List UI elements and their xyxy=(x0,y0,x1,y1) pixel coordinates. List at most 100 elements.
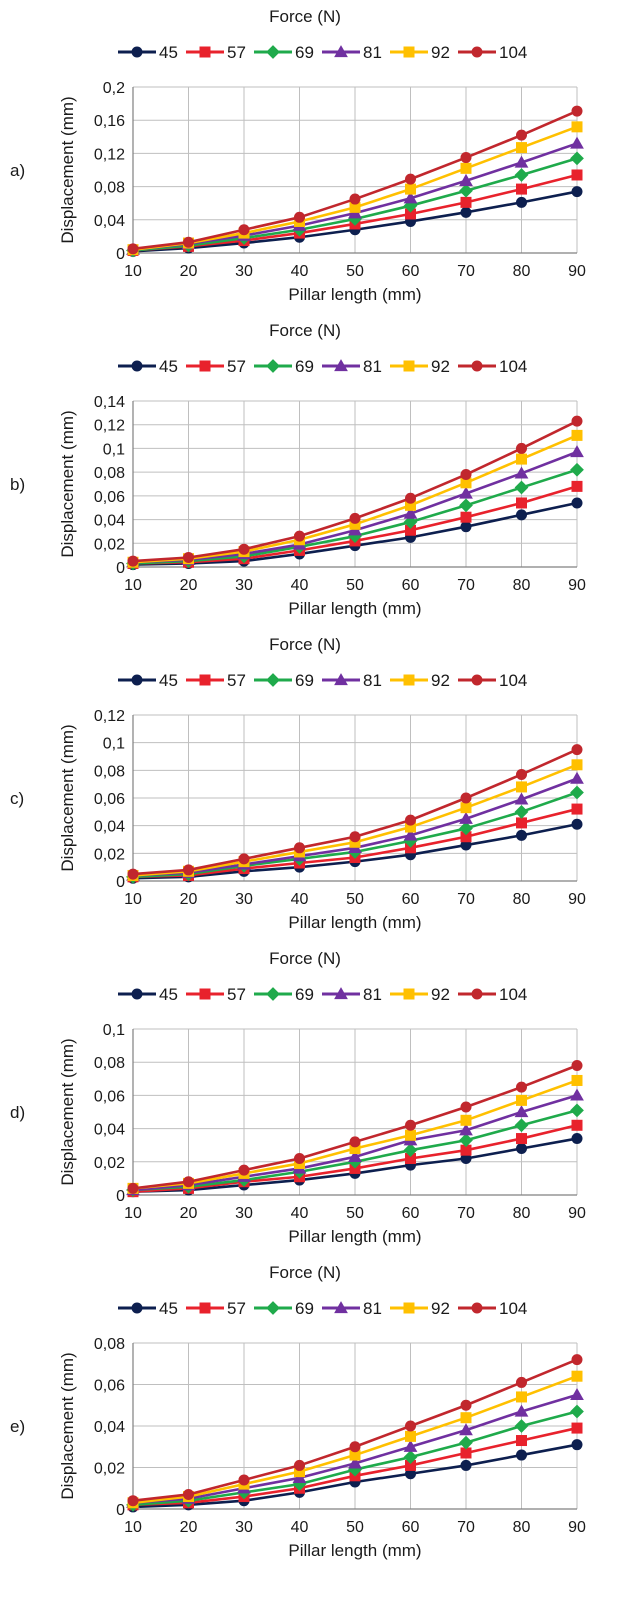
x-tick-label: 90 xyxy=(568,1205,586,1222)
y-tick-label: 0 xyxy=(116,560,125,577)
legend-entry-45: 45 xyxy=(118,1299,178,1318)
legend-title: Force (N) xyxy=(269,949,341,968)
data-point-104-60 xyxy=(405,173,416,185)
legend-title: Force (N) xyxy=(269,7,341,26)
x-tick-label: 50 xyxy=(346,263,364,280)
legend-entry-69: 69 xyxy=(254,1299,314,1318)
data-point-104-70 xyxy=(460,792,472,804)
legend-entry-92: 92 xyxy=(390,43,450,62)
data-point-45-90 xyxy=(571,186,583,198)
data-point-92-80 xyxy=(516,1094,527,1106)
legend-entry-104: 104 xyxy=(458,985,527,1004)
panel-label: d) xyxy=(10,1103,25,1122)
data-point-45-70 xyxy=(460,1152,472,1164)
legend-marker-104 xyxy=(471,988,483,1000)
data-point-104-50 xyxy=(349,1136,361,1148)
data-point-104-10 xyxy=(127,868,139,880)
y-tick-label: 0,02 xyxy=(94,536,125,553)
data-point-45-70 xyxy=(460,839,472,851)
data-point-57-80 xyxy=(516,183,527,195)
data-point-57-60 xyxy=(405,524,416,536)
chart-panel-c: Force (N)45 57 69 81 92 10400,020,040,060,080… xyxy=(10,635,586,932)
x-tick-label: 20 xyxy=(180,577,198,594)
data-point-69-80 xyxy=(514,1419,529,1433)
legend-label-45: 45 xyxy=(159,671,178,690)
data-point-69-60 xyxy=(403,1143,418,1158)
legend-marker-81 xyxy=(334,359,348,372)
data-point-69-90 xyxy=(570,785,584,800)
legend-title: Force (N) xyxy=(269,1263,341,1282)
y-tick-label: 0,04 xyxy=(94,1419,125,1436)
data-point-104-40 xyxy=(294,211,305,223)
legend-marker-104 xyxy=(471,46,483,58)
y-tick-label: 0,08 xyxy=(94,763,125,780)
x-tick-label: 10 xyxy=(124,1205,142,1222)
legend-marker-45 xyxy=(131,1302,143,1314)
legend-label-69: 69 xyxy=(295,671,314,690)
x-tick-label: 70 xyxy=(457,1205,475,1222)
data-point-92-50 xyxy=(349,201,361,213)
chart-panel-b: Force (N)45 57 69 81 92 10400,020,040,060,080… xyxy=(10,321,586,618)
data-point-104-70 xyxy=(460,1101,472,1113)
data-point-69-90 xyxy=(570,1404,584,1419)
data-point-92-80 xyxy=(516,1391,527,1403)
y-tick-label: 0,12 xyxy=(94,146,125,163)
data-point-92-70 xyxy=(460,1412,472,1424)
legend-entry-81: 81 xyxy=(322,671,382,690)
data-point-45-80 xyxy=(516,196,527,208)
legend-marker-57 xyxy=(199,1302,211,1314)
legend-marker-81 xyxy=(334,673,348,686)
data-point-92-60 xyxy=(405,183,416,195)
legend-label-92: 92 xyxy=(431,1299,450,1318)
legend-label-57: 57 xyxy=(227,671,246,690)
x-tick-label: 70 xyxy=(457,891,475,908)
x-axis-title: Pillar length (mm) xyxy=(288,285,421,304)
legend-label-69: 69 xyxy=(295,43,314,62)
y-tick-label: 0,04 xyxy=(94,213,125,230)
legend-marker-104 xyxy=(471,1302,483,1314)
legend-entry-104: 104 xyxy=(458,671,527,690)
x-tick-label: 20 xyxy=(180,891,198,908)
legend-entry-45: 45 xyxy=(118,985,178,1004)
legend-marker-57 xyxy=(199,988,211,1000)
x-axis-title: Pillar length (mm) xyxy=(288,1541,421,1560)
x-tick-label: 30 xyxy=(235,577,253,594)
data-point-104-70 xyxy=(460,469,472,481)
x-tick-label: 60 xyxy=(402,1205,420,1222)
data-point-81-60 xyxy=(403,506,418,519)
y-tick-label: 0,1 xyxy=(103,1022,125,1039)
data-point-92-70 xyxy=(460,802,472,814)
data-point-104-30 xyxy=(238,1164,250,1176)
data-point-92-90 xyxy=(571,759,583,771)
data-point-104-90 xyxy=(571,415,583,427)
legend-entry-81: 81 xyxy=(322,43,382,62)
data-point-92-70 xyxy=(460,162,472,174)
data-point-92-70 xyxy=(460,1114,472,1126)
data-point-104-50 xyxy=(349,193,361,205)
y-tick-label: 0,02 xyxy=(94,1461,125,1478)
series-104 xyxy=(127,1060,583,1194)
legend-entry-57: 57 xyxy=(186,985,246,1004)
legend-marker-92 xyxy=(403,1302,415,1314)
x-tick-label: 40 xyxy=(291,1205,309,1222)
legend-marker-45 xyxy=(131,988,143,1000)
x-axis-title: Pillar length (mm) xyxy=(288,1227,421,1246)
data-point-104-80 xyxy=(516,1081,527,1093)
legend-entry-69: 69 xyxy=(254,985,314,1004)
legend-label-81: 81 xyxy=(363,357,382,376)
legend-entry-81: 81 xyxy=(322,357,382,376)
data-point-69-70 xyxy=(459,183,473,198)
data-point-69-80 xyxy=(514,1118,529,1133)
legend-marker-45 xyxy=(131,46,143,58)
y-axis-title: Displacement (mm) xyxy=(58,410,77,557)
data-point-104-90 xyxy=(571,744,583,756)
data-point-69-70 xyxy=(459,1435,473,1450)
y-tick-label: 0 xyxy=(116,246,125,263)
y-axis-title: Displacement (mm) xyxy=(58,724,77,871)
y-tick-label: 0,04 xyxy=(94,1122,125,1139)
x-tick-label: 70 xyxy=(457,1519,475,1536)
data-point-92-80 xyxy=(516,142,527,154)
data-point-104-40 xyxy=(294,1152,305,1164)
data-point-57-80 xyxy=(516,1133,527,1145)
x-tick-label: 60 xyxy=(402,263,420,280)
